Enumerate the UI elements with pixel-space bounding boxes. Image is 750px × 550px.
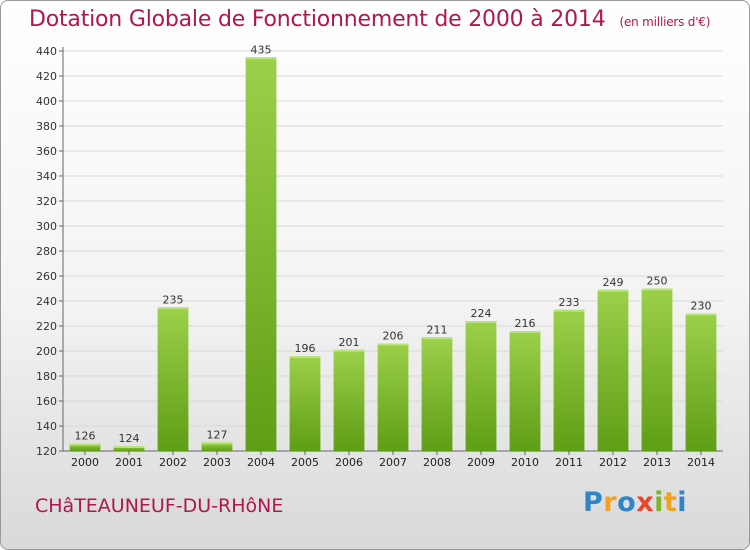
x-tick-label: 2005 [291, 456, 319, 469]
y-tick-label: 380 [36, 120, 57, 133]
logo-letter: P [583, 487, 604, 518]
x-tick-label: 2001 [115, 456, 143, 469]
bar-highlight [509, 331, 541, 333]
data-label: 127 [207, 428, 228, 441]
data-label: 235 [163, 293, 184, 306]
bar [333, 349, 365, 451]
x-tick-label: 2003 [203, 456, 231, 469]
chart-subtitle: (en milliers d'€) [619, 15, 711, 29]
y-tick-label: 240 [36, 295, 57, 308]
bar-highlight [333, 349, 365, 352]
data-label: 233 [559, 296, 580, 309]
bar-highlight [245, 57, 277, 60]
x-tick-label: 2008 [423, 456, 451, 469]
commune-name: CHâTEAUNEUF-DU-RHôNE [35, 495, 284, 517]
y-tick-label: 140 [36, 420, 57, 433]
data-label: 249 [603, 276, 624, 289]
logo-letter: i [677, 487, 688, 518]
y-tick-label: 120 [36, 445, 57, 458]
bar [641, 288, 673, 451]
bars [69, 57, 717, 451]
logo-letter: x [636, 487, 655, 518]
bar-highlight [113, 446, 145, 448]
y-tick-label: 420 [36, 70, 57, 83]
bar [421, 337, 453, 451]
y-tick-label: 160 [36, 395, 57, 408]
bar [685, 313, 717, 451]
bar [465, 321, 497, 451]
bar [377, 343, 409, 451]
x-tick-label: 2014 [687, 456, 715, 469]
x-tick-label: 2009 [467, 456, 495, 469]
bar-highlight [289, 356, 321, 358]
bar-highlight [69, 443, 101, 446]
data-label: 126 [75, 430, 96, 443]
logo-letter: i [654, 487, 664, 518]
bar-highlight [685, 313, 717, 316]
data-label: 206 [383, 330, 404, 343]
y-tick-label: 320 [36, 195, 57, 208]
logo-letter: t [663, 487, 678, 518]
chart-title-text: Dotation Globale de Fonctionnement de 20… [29, 7, 606, 32]
y-tick-label: 220 [36, 320, 57, 333]
x-tick-label: 2004 [247, 456, 275, 469]
bar-highlight [421, 337, 453, 340]
y-tick-label: 200 [36, 345, 57, 358]
y-tick-label: 280 [36, 245, 57, 258]
bar [509, 331, 541, 451]
bar [289, 356, 321, 451]
bar-highlight [597, 289, 629, 292]
x-tick-label: 2011 [555, 456, 583, 469]
bar-highlight [377, 343, 409, 346]
x-tick-label: 2012 [599, 456, 627, 469]
y-tick-label: 440 [36, 45, 57, 58]
chart-title: Dotation Globale de Fonctionnement de 20… [29, 7, 710, 32]
data-label: 124 [119, 432, 140, 445]
bar-highlight [553, 309, 585, 312]
bar [245, 57, 277, 451]
data-label: 196 [295, 342, 316, 355]
y-tick-label: 400 [36, 95, 57, 108]
data-label: 211 [427, 323, 448, 336]
data-label: 230 [691, 300, 712, 313]
x-tick-label: 2000 [71, 456, 99, 469]
data-label: 224 [471, 307, 492, 320]
x-tick-label: 2010 [511, 456, 539, 469]
data-labels: 126 124 235 127 435 196 201 206 211 224 216 233 249 2… [75, 43, 712, 445]
x-tick-label: 2007 [379, 456, 407, 469]
bar [157, 307, 189, 451]
y-tick-label: 340 [36, 170, 57, 183]
proxiti-logo[interactable]: Proxiti [583, 487, 687, 518]
y-tick-label: 180 [36, 370, 57, 383]
y-tick-label: 360 [36, 145, 57, 158]
bar [201, 442, 233, 451]
bar [597, 289, 629, 451]
bar-highlight [641, 288, 673, 291]
data-label: 201 [339, 336, 360, 349]
y-tick-label: 300 [36, 220, 57, 233]
x-tick-label: 2013 [643, 456, 671, 469]
data-label: 250 [647, 275, 668, 288]
bar-highlight [465, 321, 497, 323]
data-label: 435 [251, 43, 272, 56]
bar [113, 446, 145, 451]
logo-letter: o [617, 487, 637, 518]
x-tick-label: 2002 [159, 456, 187, 469]
bar [69, 443, 101, 451]
logo-letter: r [603, 487, 618, 518]
x-tick-label: 2006 [335, 456, 363, 469]
bar-highlight [201, 442, 233, 445]
bar [553, 309, 585, 451]
bar-highlight [157, 307, 189, 310]
y-tick-label: 260 [36, 270, 57, 283]
data-label: 216 [515, 317, 536, 330]
